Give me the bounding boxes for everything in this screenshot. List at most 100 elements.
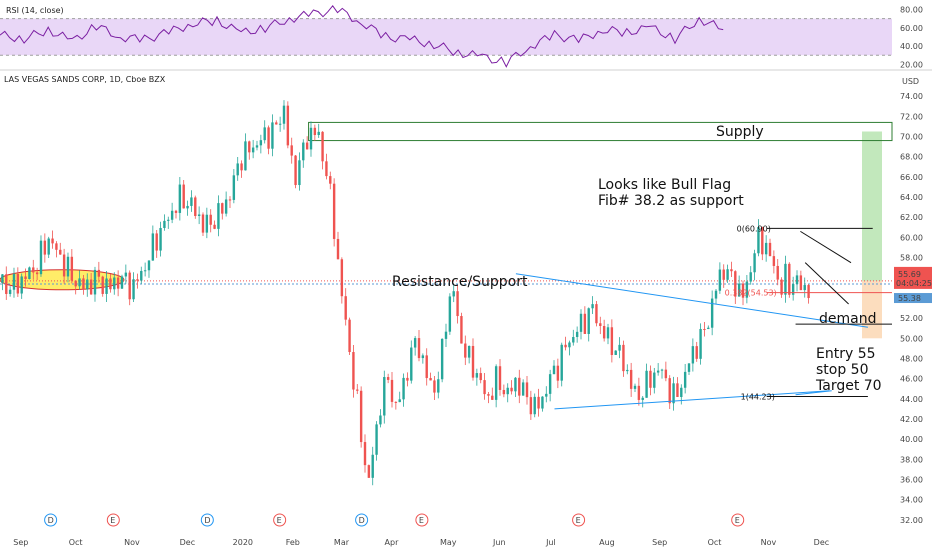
candle-body — [116, 277, 120, 289]
candle-body — [363, 442, 367, 466]
time-tick-label: Sep — [652, 538, 667, 547]
candle-body — [676, 383, 679, 397]
candle-body — [263, 127, 266, 141]
time-tick-label: Feb — [286, 538, 300, 547]
candle-body — [402, 377, 405, 400]
candle-body — [329, 176, 332, 184]
time-tick-label: Mar — [334, 538, 350, 547]
candle-body — [699, 328, 702, 359]
projection-arrow — [795, 390, 832, 396]
candle-body — [730, 269, 733, 272]
candle-body — [240, 163, 243, 171]
candle-body — [317, 131, 320, 136]
candle-body — [43, 240, 47, 255]
candle-body — [147, 260, 151, 271]
price-tick-label: 66.00 — [900, 173, 923, 182]
candle-body — [248, 141, 251, 153]
price-tag — [894, 266, 932, 289]
candle-body — [348, 319, 351, 353]
candle-body — [541, 396, 544, 409]
price-tick-label: 60.00 — [900, 233, 923, 242]
candle-body — [197, 214, 201, 217]
candle-body — [109, 278, 112, 290]
price-tick-label: 64.00 — [900, 193, 923, 202]
event-letter: E — [419, 516, 424, 525]
candle-body — [626, 369, 629, 372]
candle-body — [768, 242, 772, 257]
candle-body — [267, 127, 270, 149]
candle-body — [143, 270, 147, 272]
price-tick-label: 70.00 — [900, 133, 923, 142]
candle-body — [649, 370, 652, 388]
bull-flag-line-1: Looks like Bull Flag — [598, 177, 731, 193]
price-tick-label: 50.00 — [900, 334, 923, 343]
alt-price-value: 55.38 — [898, 294, 921, 303]
time-tick-label: Jul — [545, 538, 556, 547]
candle-body — [221, 203, 224, 214]
candle-body — [745, 281, 749, 298]
event-marker — [415, 513, 429, 527]
candle-body — [344, 296, 347, 320]
candle-body — [178, 184, 182, 213]
supply-label: Supply — [716, 124, 764, 140]
alt-price-tag — [894, 293, 932, 304]
flag-top-line — [800, 230, 852, 264]
candle-body — [74, 280, 77, 287]
rsi-axis: 80.00 60.00 40.00 20.00 — [900, 5, 923, 69]
candle-body — [271, 122, 274, 149]
price-axis: 74.00 72.00 70.00 68.00 66.00 64.00 62.00 60.00… — [900, 92, 923, 525]
candle-body — [352, 352, 355, 390]
time-tick-label: Oct — [708, 538, 722, 547]
target-zone — [862, 131, 882, 281]
price-tag-value: 55.69 — [898, 270, 921, 279]
candle-body — [683, 371, 687, 388]
main-pane: LAS VEGAS SANDS CORP, 1D, Cboe BZX USD 7… — [0, 75, 932, 547]
candle-body — [174, 210, 178, 213]
candle-body — [741, 283, 745, 298]
candle-body — [734, 271, 737, 297]
candle-body — [394, 401, 398, 403]
candle-body — [575, 331, 579, 338]
candle-body — [356, 389, 359, 391]
candle-body — [151, 233, 155, 261]
time-tick-label: Dec — [180, 538, 195, 547]
candle-body — [194, 197, 197, 217]
candle-body — [483, 380, 486, 395]
event-letter: E — [110, 516, 115, 525]
candle-body — [55, 243, 58, 250]
candle-body — [325, 161, 328, 177]
candle-body — [12, 273, 16, 290]
candle-body — [66, 256, 70, 277]
time-tick-label: Jun — [492, 538, 506, 547]
candle-body — [502, 389, 506, 395]
candle-body — [807, 285, 810, 299]
rsi-band — [0, 18, 892, 56]
stop-zone — [862, 280, 882, 339]
candle-body — [510, 387, 513, 392]
candle-body — [371, 454, 374, 478]
candle-body — [695, 346, 698, 359]
candle-body — [136, 279, 139, 281]
candle-body — [433, 380, 436, 393]
candle-body — [417, 338, 421, 359]
stop-label: stop 50 — [816, 362, 869, 378]
candle-body — [159, 227, 162, 251]
candle-body — [375, 424, 378, 455]
candle-body — [552, 365, 556, 375]
candle-body — [680, 387, 683, 397]
candle-body — [614, 350, 617, 355]
time-tick-label: 2020 — [233, 538, 253, 547]
support-trendline — [554, 390, 830, 410]
candle-body — [795, 275, 799, 285]
time-axis: Sep Oct Nov Dec 2020 Feb Mar Apr May Jun Jul Aug Sep… — [13, 538, 829, 547]
candle-body — [383, 377, 386, 416]
candle-body — [113, 277, 116, 290]
candle-body — [753, 253, 756, 273]
candle-body — [20, 276, 23, 294]
candle-body — [641, 397, 644, 400]
candle-body — [332, 183, 336, 239]
candle-body — [421, 355, 425, 359]
price-tick-label: 36.00 — [900, 476, 923, 485]
